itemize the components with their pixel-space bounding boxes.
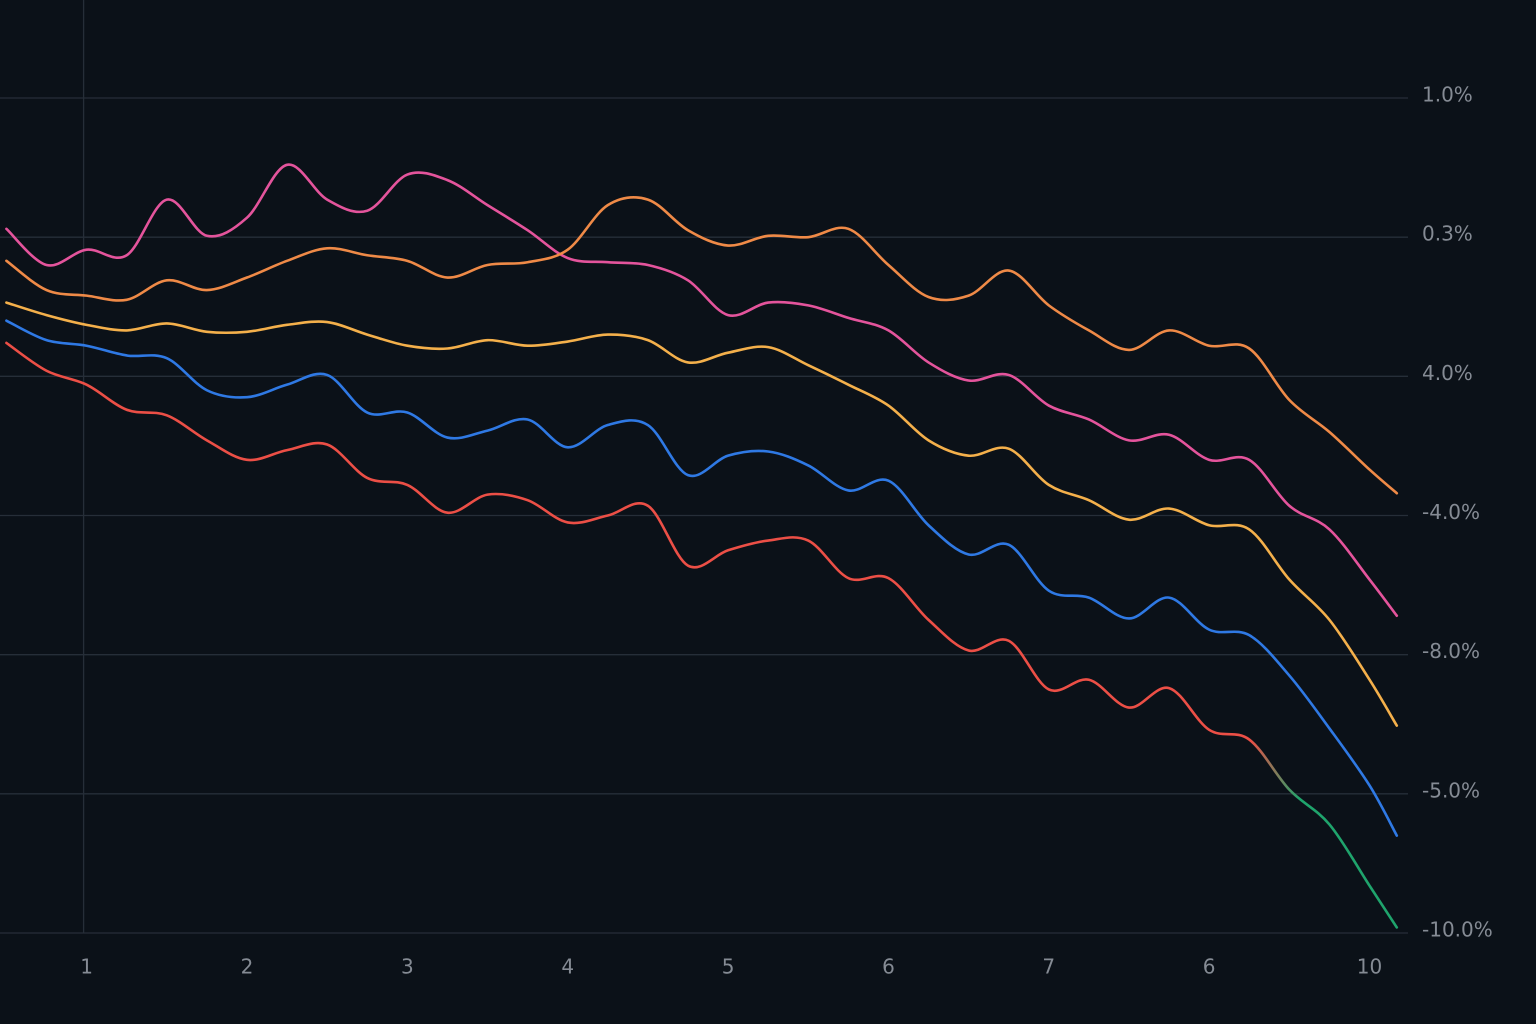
series-line: [5, 319, 1399, 837]
x-tick-label: 6: [882, 955, 895, 979]
series-line: [5, 301, 1399, 727]
y-tick-label: -8.0%: [1422, 639, 1480, 663]
x-tick-label: 10: [1357, 955, 1382, 979]
y-tick-label: 1.0%: [1422, 83, 1473, 107]
x-tick-label: 2: [241, 955, 254, 979]
series-line: [5, 341, 1399, 929]
y-tick-label: 0.3%: [1422, 222, 1473, 246]
x-tick-label: 3: [401, 955, 414, 979]
x-tick-label: 6: [1203, 955, 1216, 979]
x-tick-label: 4: [561, 955, 574, 979]
series-line: [5, 163, 1399, 617]
y-tick-label: -4.0%: [1422, 500, 1480, 524]
x-tick-label: 7: [1042, 955, 1055, 979]
x-tick-label: 5: [722, 955, 735, 979]
y-tick-label: 4.0%: [1422, 361, 1473, 385]
y-tick-label: -5.0%: [1422, 778, 1480, 802]
x-tick-label: 1: [80, 955, 93, 979]
series-line: [5, 196, 1399, 495]
y-tick-label: -10.0%: [1422, 918, 1493, 942]
